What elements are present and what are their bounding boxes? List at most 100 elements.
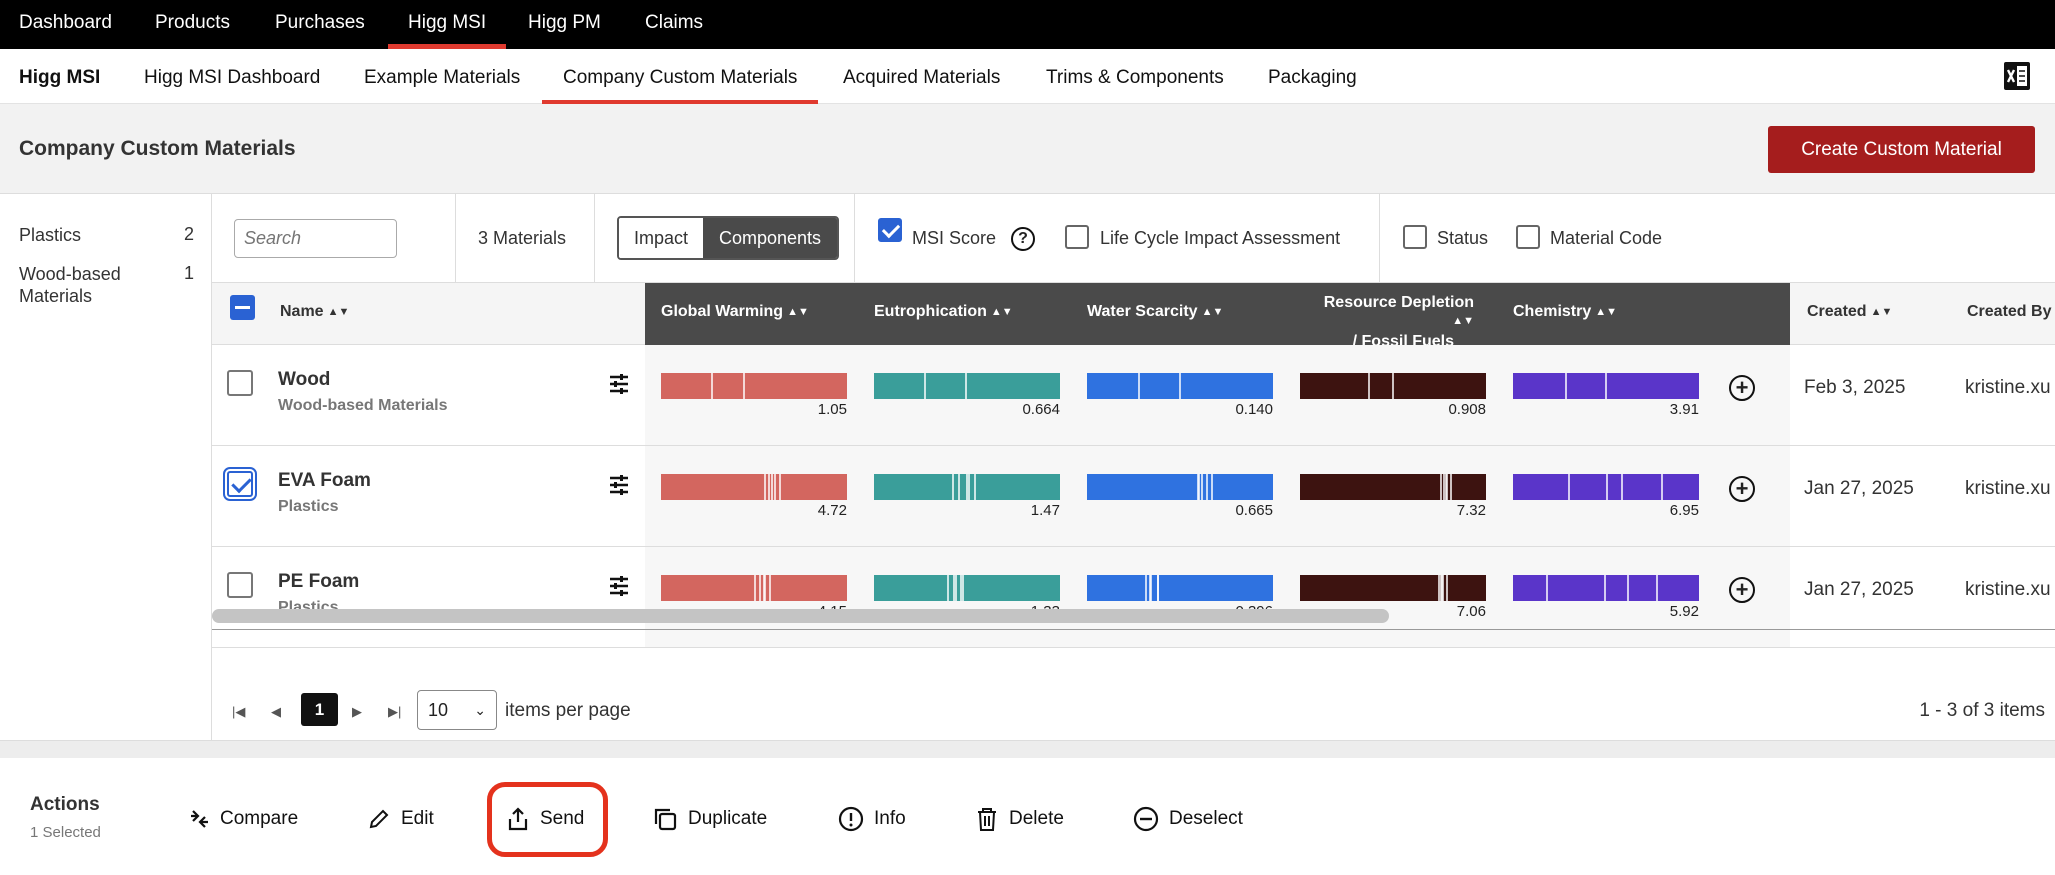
bar-segment-divider bbox=[965, 373, 967, 399]
column-header-created-by[interactable]: Created By bbox=[1967, 303, 2051, 321]
topnav-purchases[interactable]: Purchases bbox=[275, 12, 365, 33]
view-toggle: Impact Components bbox=[617, 216, 839, 260]
table-row[interactable]: PE FoamPlastics4.151.330.3967.065.92+Jan… bbox=[212, 547, 2055, 648]
msi-score-checkbox[interactable] bbox=[878, 218, 902, 242]
material-code-checkbox[interactable] bbox=[1516, 225, 1540, 249]
adjust-sliders-icon[interactable] bbox=[608, 474, 630, 496]
send-button[interactable]: Send bbox=[506, 804, 584, 834]
topnav-claims[interactable]: Claims bbox=[645, 12, 704, 33]
topnav-higg-msi[interactable]: Higg MSI bbox=[387, 0, 507, 49]
bar-segment-divider bbox=[960, 575, 962, 601]
subnav-brand[interactable]: Higg MSI bbox=[19, 67, 101, 88]
subnav-company-custom-materials[interactable]: Company Custom Materials bbox=[541, 49, 819, 104]
column-header-name[interactable]: Name ▲▼ bbox=[280, 303, 349, 321]
subnav-example-materials[interactable]: Example Materials bbox=[364, 67, 521, 88]
topnav-dashboard[interactable]: Dashboard bbox=[19, 12, 112, 33]
compare-button[interactable]: Compare bbox=[188, 804, 298, 834]
select-all-checkbox[interactable] bbox=[230, 295, 255, 320]
page-number-current[interactable]: 1 bbox=[301, 693, 338, 726]
prev-page-button[interactable]: ◀ bbox=[271, 704, 281, 719]
global-warming-bar[interactable] bbox=[661, 575, 847, 601]
row-checkbox[interactable] bbox=[223, 467, 257, 501]
bar-segment-divider bbox=[1201, 474, 1203, 500]
adjust-sliders-icon[interactable] bbox=[608, 373, 630, 395]
edit-button[interactable]: Edit bbox=[367, 804, 434, 834]
bar-segment-divider bbox=[1568, 474, 1570, 500]
chemistry-value: 5.92 bbox=[1669, 603, 1699, 620]
chevron-down-icon: ⌄ bbox=[474, 702, 486, 718]
global-warming-bar[interactable] bbox=[661, 373, 847, 399]
help-icon[interactable]: ? bbox=[1011, 227, 1035, 251]
sub-nav: Higg MSI Higg MSI Dashboard Example Mate… bbox=[0, 49, 2055, 104]
subnav-acquired-materials[interactable]: Acquired Materials bbox=[843, 67, 1001, 88]
add-circle-icon[interactable]: + bbox=[1729, 577, 1755, 603]
delete-label: Delete bbox=[1009, 808, 1064, 829]
topnav-higg-pm[interactable]: Higg PM bbox=[528, 12, 601, 33]
divider bbox=[455, 194, 456, 283]
material-name[interactable]: EVA Foam bbox=[278, 470, 371, 491]
add-circle-icon[interactable]: + bbox=[1729, 476, 1755, 502]
trash-icon bbox=[978, 808, 996, 831]
resource-depletion-bar[interactable] bbox=[1300, 474, 1486, 500]
column-header-global-warming[interactable]: Global Warming ▲▼ bbox=[661, 303, 809, 321]
page-size-select[interactable]: 10 ⌄ bbox=[417, 690, 497, 730]
deselect-button[interactable]: Deselect bbox=[1133, 804, 1243, 834]
subnav-packaging[interactable]: Packaging bbox=[1268, 67, 1357, 88]
view-toggle-components[interactable]: Components bbox=[703, 218, 837, 258]
bar-segment-divider bbox=[974, 474, 976, 500]
sidebar-item-plastics[interactable]: Plastics 2 bbox=[19, 224, 194, 246]
status-checkbox[interactable] bbox=[1403, 225, 1427, 249]
top-nav: Dashboard Products Purchases Higg MSI Hi… bbox=[0, 0, 2055, 49]
eutrophication-bar[interactable] bbox=[874, 474, 1060, 500]
water-scarcity-bar[interactable] bbox=[1087, 373, 1273, 399]
excel-export-icon[interactable] bbox=[2003, 61, 2031, 91]
column-header-eutrophication[interactable]: Eutrophication ▲▼ bbox=[874, 303, 1013, 321]
chemistry-bar[interactable] bbox=[1513, 575, 1699, 601]
divider bbox=[1379, 194, 1380, 283]
horizontal-scrollbar[interactable] bbox=[212, 603, 2055, 630]
table-row[interactable]: Wood Wood-based Materials 1.05 0.664 0.140 0.… bbox=[212, 345, 2055, 446]
eutrophication-bar[interactable] bbox=[874, 373, 1060, 399]
duplicate-icon bbox=[654, 808, 677, 831]
info-button[interactable]: Info bbox=[838, 804, 906, 834]
chemistry-bar[interactable] bbox=[1513, 373, 1699, 399]
last-page-button[interactable]: ▶| bbox=[388, 704, 402, 719]
column-header-chemistry[interactable]: Chemistry ▲▼ bbox=[1513, 303, 1617, 321]
bar-segment-divider bbox=[1392, 373, 1394, 399]
search-input[interactable] bbox=[234, 219, 397, 258]
actions-title: Actions bbox=[30, 794, 100, 815]
row-checkbox[interactable] bbox=[227, 572, 253, 598]
bar-segment-divider bbox=[1206, 474, 1208, 500]
materials-count: 3 Materials bbox=[478, 228, 567, 248]
column-header-water-scarcity[interactable]: Water Scarcity ▲▼ bbox=[1087, 303, 1223, 321]
sidebar-item-wood-based-materials[interactable]: Wood-based Materials 1 bbox=[19, 263, 194, 307]
duplicate-button[interactable]: Duplicate bbox=[652, 804, 767, 834]
material-name[interactable]: PE Foam bbox=[278, 571, 360, 592]
row-checkbox[interactable] bbox=[227, 370, 253, 396]
table-row[interactable]: EVA Foam Plastics 4.72 1.47 0.665 7.32 6.95 + Ja… bbox=[212, 446, 2055, 547]
eutrophication-bar[interactable] bbox=[874, 575, 1060, 601]
create-custom-material-button[interactable]: Create Custom Material bbox=[1768, 126, 2035, 173]
material-name[interactable]: Wood bbox=[278, 369, 331, 390]
adjust-sliders-icon[interactable] bbox=[608, 575, 630, 597]
water-scarcity-value: 0.140 bbox=[1235, 401, 1273, 418]
column-header-resource-depletion[interactable]: Resource Depletion▲▼ / Fossil Fuels bbox=[1304, 294, 1474, 351]
scrollbar-thumb[interactable] bbox=[212, 609, 1389, 623]
subnav-higg-msi-dashboard[interactable]: Higg MSI Dashboard bbox=[144, 67, 321, 88]
resource-depletion-bar[interactable] bbox=[1300, 575, 1486, 601]
topnav-products[interactable]: Products bbox=[155, 12, 230, 33]
column-header-created[interactable]: Created ▲▼ bbox=[1807, 303, 1892, 321]
subnav-trims-components[interactable]: Trims & Components bbox=[1046, 67, 1224, 88]
add-circle-icon[interactable]: + bbox=[1729, 375, 1755, 401]
scrollbar-track bbox=[212, 629, 2055, 630]
first-page-button[interactable]: |◀ bbox=[232, 704, 246, 719]
view-toggle-impact[interactable]: Impact bbox=[619, 218, 703, 258]
water-scarcity-bar[interactable] bbox=[1087, 575, 1273, 601]
lca-checkbox[interactable] bbox=[1065, 225, 1089, 249]
global-warming-bar[interactable] bbox=[661, 474, 847, 500]
chemistry-bar[interactable] bbox=[1513, 474, 1699, 500]
water-scarcity-bar[interactable] bbox=[1087, 474, 1273, 500]
next-page-button[interactable]: ▶ bbox=[352, 704, 362, 719]
delete-button[interactable]: Delete bbox=[975, 804, 1064, 834]
resource-depletion-bar[interactable] bbox=[1300, 373, 1486, 399]
